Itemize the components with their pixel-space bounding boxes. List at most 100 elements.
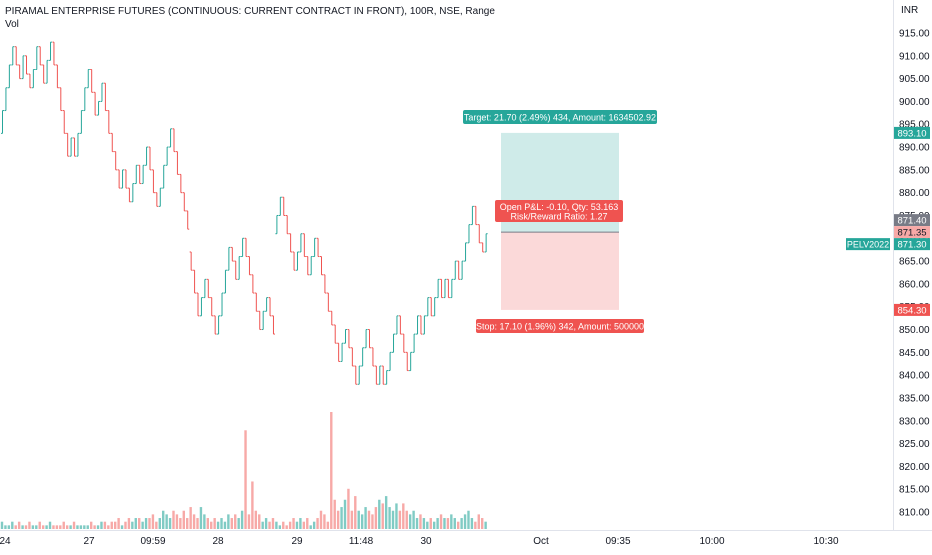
volume-bar bbox=[354, 496, 357, 529]
volume-bar bbox=[474, 521, 477, 529]
y-tick-label: 840.00 bbox=[899, 371, 930, 382]
volume-bar bbox=[131, 521, 134, 529]
volume-bar bbox=[110, 521, 113, 529]
price-tag: 854.30 bbox=[894, 303, 930, 316]
volume-bar bbox=[141, 521, 144, 529]
stop-zone bbox=[501, 232, 619, 310]
volume-bar bbox=[28, 521, 31, 529]
volume-bar bbox=[261, 521, 264, 529]
volume-bar bbox=[419, 514, 422, 529]
volume-bar bbox=[312, 521, 316, 529]
volume-bar bbox=[360, 514, 364, 529]
volume-bar bbox=[100, 521, 103, 529]
volume-bar bbox=[35, 525, 38, 529]
volume-bar bbox=[316, 518, 319, 529]
y-tick-label: 895.00 bbox=[899, 120, 930, 131]
volume-bar bbox=[38, 521, 41, 529]
volume-bar bbox=[467, 510, 470, 529]
target-label-text: Target: 21.70 (2.49%) 434, Amount: 16345… bbox=[464, 113, 656, 123]
target-label-bg bbox=[463, 110, 657, 124]
volume-bar bbox=[179, 518, 182, 529]
pnl-box-bg bbox=[495, 200, 623, 222]
pnl-box: Open P&L: -0.10, Qty: 53.163Risk/Reward … bbox=[495, 200, 623, 222]
volume-bar bbox=[216, 521, 220, 529]
volume-bar bbox=[408, 514, 412, 529]
volume-bar bbox=[210, 521, 213, 529]
volume-bar bbox=[258, 514, 261, 529]
y-tick-label: 845.00 bbox=[899, 348, 930, 359]
volume-bar bbox=[456, 521, 460, 529]
volume-bar bbox=[72, 521, 76, 529]
volume-bar bbox=[333, 499, 336, 529]
volume-bar bbox=[439, 514, 443, 529]
price-tag-text: 871.35 bbox=[897, 228, 926, 239]
volume-bar bbox=[422, 518, 426, 529]
volume-bar bbox=[336, 510, 340, 529]
volume-bar bbox=[299, 518, 302, 529]
volume-bar bbox=[168, 518, 172, 529]
volume-bar bbox=[0, 521, 4, 529]
stop-label: Stop: 17.10 (1.96%) 342, Amount: 500000 bbox=[476, 319, 644, 333]
volume-bar bbox=[278, 525, 282, 529]
price-tag: 871.30 bbox=[894, 238, 930, 251]
y-tick-label: 910.00 bbox=[899, 51, 930, 62]
volume-bar bbox=[127, 518, 131, 529]
volume-bar bbox=[371, 514, 374, 529]
volume-bar bbox=[144, 518, 148, 529]
volume-bar bbox=[323, 514, 326, 529]
volume-bar bbox=[186, 518, 189, 529]
y-tick-label: 880.00 bbox=[899, 188, 930, 199]
volume-bar bbox=[192, 514, 196, 529]
volume-bar bbox=[330, 412, 333, 529]
pelv-tag: PELV2022 bbox=[846, 238, 890, 251]
price-tag-bg bbox=[894, 226, 930, 239]
volume-bar bbox=[93, 525, 96, 529]
y-tick-label: 820.00 bbox=[899, 462, 930, 473]
symbol-title: PIRAMAL ENTERPRISE FUTURES (CONTINUOUS: … bbox=[5, 6, 495, 17]
volume-bar bbox=[429, 518, 432, 529]
volume-bar bbox=[59, 525, 62, 529]
volume-bar bbox=[432, 521, 436, 529]
price-tag: 871.40 bbox=[894, 214, 930, 227]
volume-bar bbox=[285, 525, 288, 529]
x-tick-label: 10:30 bbox=[813, 536, 838, 547]
pelv-tag-bg bbox=[846, 238, 890, 251]
x-tick-label: 30 bbox=[420, 536, 432, 547]
volume-bar bbox=[306, 518, 309, 529]
volume-bar bbox=[199, 507, 203, 529]
volume-bar bbox=[234, 514, 237, 529]
volume-bar bbox=[275, 521, 278, 529]
volume-bar bbox=[426, 521, 429, 529]
y-tick-label: 900.00 bbox=[899, 97, 930, 108]
volume-bar bbox=[124, 521, 127, 529]
price-tag: 871.35 bbox=[894, 226, 930, 239]
volume-bar bbox=[41, 525, 45, 529]
open-pnl-text: Open P&L: -0.10, Qty: 53.163 bbox=[500, 202, 619, 212]
volume-bar bbox=[295, 521, 299, 529]
y-tick-label: 865.00 bbox=[899, 257, 930, 268]
price-tag-bg bbox=[894, 126, 930, 139]
x-tick-label: 09:59 bbox=[140, 536, 165, 547]
volume-bar bbox=[343, 499, 347, 529]
volume-bar bbox=[374, 507, 378, 529]
volume-bar bbox=[237, 518, 240, 529]
volume-bar bbox=[65, 525, 69, 529]
volume-bar bbox=[251, 481, 254, 529]
volume-bar bbox=[134, 518, 137, 529]
volume-bar bbox=[21, 525, 24, 529]
volume-bar bbox=[151, 514, 155, 529]
volume-bar bbox=[347, 488, 350, 529]
price-tag-bg bbox=[894, 238, 930, 251]
volume-bar bbox=[62, 521, 65, 529]
volume-bar bbox=[244, 430, 247, 529]
volume-bar bbox=[282, 521, 285, 529]
volume-bar bbox=[11, 521, 14, 529]
volume-bar bbox=[378, 499, 381, 529]
volume-bar bbox=[367, 510, 371, 529]
x-tick-label: 09:35 bbox=[605, 536, 630, 547]
volume-bar bbox=[155, 521, 158, 529]
volume-bar bbox=[117, 518, 120, 529]
volume-bar bbox=[113, 521, 117, 529]
